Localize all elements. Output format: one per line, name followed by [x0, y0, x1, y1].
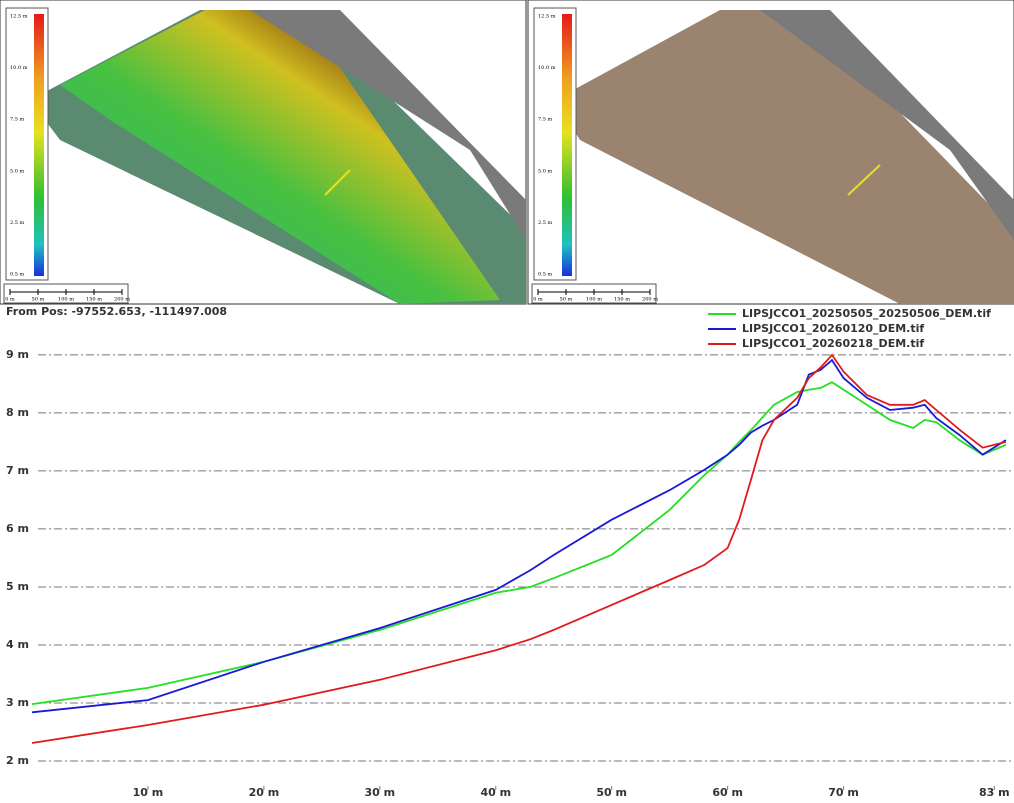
scale-label: 150 m — [614, 297, 630, 303]
colorbar-label: 12.5 m — [10, 14, 28, 20]
chart-title: From Pos: -97552.653, -111497.008 — [6, 305, 227, 318]
colorbar-label: 2.5 m — [10, 220, 25, 226]
x-tick-label: 20 m — [249, 786, 280, 799]
scale-label: 100 m — [586, 297, 602, 303]
colorbar — [34, 14, 44, 276]
profile-line — [32, 382, 1006, 704]
colorbar-label: 10.0 m — [10, 65, 28, 71]
y-tick-label: 4 m — [6, 638, 29, 651]
x-tick-label: 10 m — [133, 786, 164, 799]
map-left — [0, 0, 526, 304]
x-tick-label: 30 m — [365, 786, 396, 799]
colorbar-label: 5.0 m — [538, 168, 553, 174]
colorbar-label: 12.5 m — [538, 14, 556, 20]
x-tick-label: 60 m — [712, 786, 743, 799]
scale-label: 0 m — [5, 297, 15, 303]
y-tick-label: 7 m — [6, 464, 29, 477]
colorbar-label: 7.5 m — [10, 117, 25, 123]
scale-label: 100 m — [58, 297, 74, 303]
colorbar-label: 5.0 m — [10, 168, 25, 174]
y-tick-label: 2 m — [6, 754, 29, 767]
legend-label: LIPSJCCO1_20250505_20250506_DEM.tif — [742, 307, 991, 320]
colorbar-label: 0.5 m — [538, 272, 553, 278]
colorbar-label: 2.5 m — [538, 220, 553, 226]
map-right — [528, 0, 1014, 304]
legend-label: LIPSJCCO1_20260120_DEM.tif — [742, 322, 924, 335]
scale-label: 50 m — [560, 297, 573, 303]
screen: From Pos: -97552.653, -111497.008 12.5 m… — [0, 0, 1014, 799]
y-tick-label: 8 m — [6, 406, 29, 419]
scale-label: 150 m — [86, 297, 102, 303]
scale-label: 200 m — [642, 297, 658, 303]
x-tick-label: 83 m — [979, 786, 1010, 799]
y-tick-label: 3 m — [6, 696, 29, 709]
y-tick-label: 9 m — [6, 348, 29, 361]
y-tick-label: 5 m — [6, 580, 29, 593]
x-tick-label: 50 m — [596, 786, 627, 799]
colorbar-label: 10.0 m — [538, 65, 556, 71]
colorbar — [562, 14, 572, 276]
x-tick-label: 40 m — [480, 786, 511, 799]
colorbar-label: 7.5 m — [538, 117, 553, 123]
legend-label: LIPSJCCO1_20260218_DEM.tif — [742, 337, 924, 350]
scale-label: 0 m — [533, 297, 543, 303]
scale-label: 200 m — [114, 297, 130, 303]
scale-label: 50 m — [32, 297, 45, 303]
y-tick-label: 6 m — [6, 522, 29, 535]
x-tick-label: 70 m — [828, 786, 859, 799]
colorbar-label: 0.5 m — [10, 272, 25, 278]
